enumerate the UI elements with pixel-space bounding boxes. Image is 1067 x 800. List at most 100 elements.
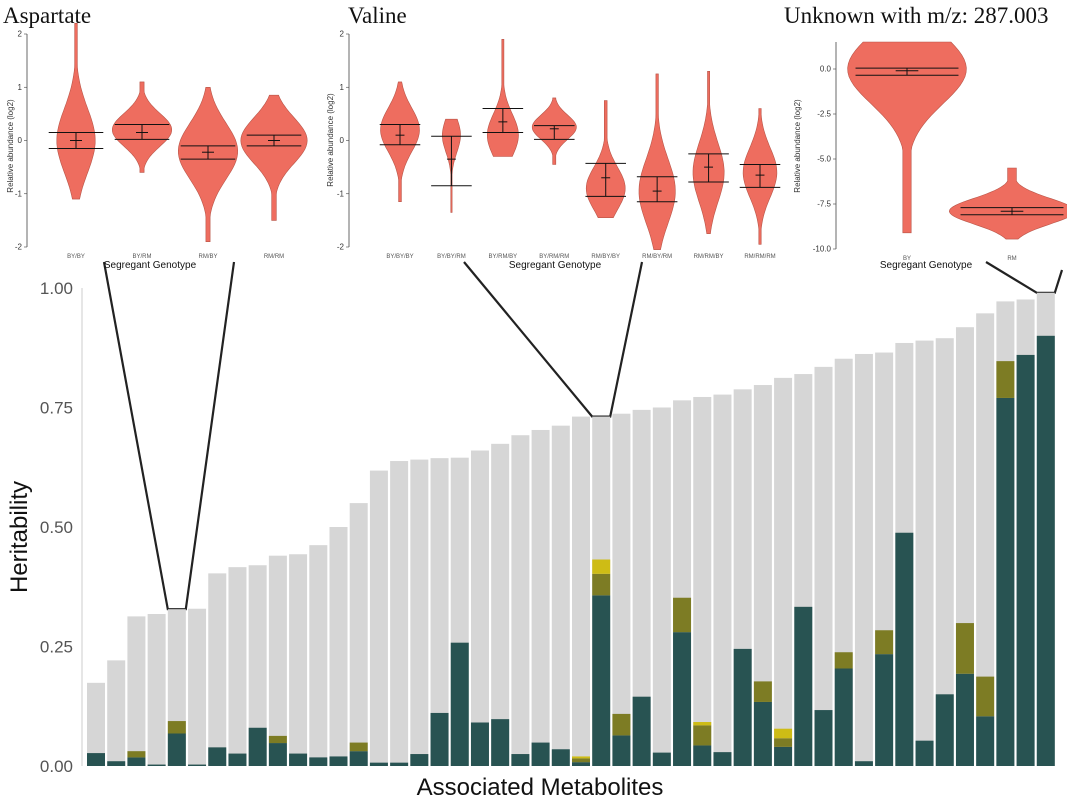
connector-line-1 <box>102 261 236 611</box>
dark-segment <box>531 742 550 766</box>
y-tick-label: 1.00 <box>40 279 73 298</box>
violin-5: RM/BY/BY <box>585 100 626 260</box>
violins-group: -10.0 -7.5 -5.0 -2.5 0.0 BY RM <box>813 41 1067 262</box>
category-label: RM/RM <box>264 254 284 260</box>
violin-shape <box>56 23 96 200</box>
dark-segment <box>430 712 449 766</box>
violin-shape <box>638 73 676 250</box>
unknown-violin-panel: Unknown with m/z: 287.003 Relative abund… <box>784 3 1067 271</box>
dark-segment <box>511 754 530 766</box>
total-bar <box>612 413 631 766</box>
dark-segment <box>450 642 469 766</box>
violin-3: RM/BY <box>177 87 239 260</box>
violin-shape <box>177 87 239 242</box>
total-bar <box>208 573 227 766</box>
bar-42 <box>915 340 934 766</box>
dark-segment <box>935 694 954 766</box>
olive-segment <box>976 676 995 717</box>
dark-segment <box>228 753 247 766</box>
category-label: BY/RM/RM <box>539 254 569 260</box>
panel-x-label: Segregant Genotype <box>104 260 197 271</box>
bar-27 <box>612 413 631 766</box>
panel-y-tick-label: -5.0 <box>817 155 831 164</box>
bar-9 <box>248 565 267 766</box>
bar-38 <box>834 358 853 766</box>
dark-segment <box>127 757 146 766</box>
panel-y-tick-label: -2.5 <box>817 110 831 119</box>
yellow-segment <box>572 756 591 759</box>
dark-segment <box>713 752 732 766</box>
y-tick-label: 0.00 <box>40 757 73 776</box>
olive-segment <box>753 681 772 702</box>
dark-segment <box>1016 354 1035 766</box>
dark-segment <box>733 648 752 766</box>
dark-segment <box>309 757 328 766</box>
panel-y-tick-label: 1 <box>340 83 345 92</box>
dark-segment <box>854 761 873 766</box>
olive-segment <box>834 652 853 669</box>
bar-43 <box>935 338 954 766</box>
dark-segment <box>369 762 388 766</box>
dark-segment <box>551 749 570 766</box>
violins-group: -2 -1 0 1 2 BY/BY BY/RM RM/BY RM/RM <box>15 23 308 260</box>
bar-35 <box>774 377 793 766</box>
violin-3: BY/RM/BY <box>482 39 524 260</box>
category-label: BY/BY/BY <box>386 254 413 260</box>
violin-6: RM/BY/RM <box>636 73 678 260</box>
bar-17 <box>410 459 429 766</box>
olive-segment <box>349 742 368 752</box>
violin-shape <box>486 39 519 157</box>
panel-y-label: Relative abundance (log2) <box>793 99 802 193</box>
total-bar <box>854 353 873 766</box>
dark-segment <box>592 595 611 766</box>
category-label: BY/RM/BY <box>489 254 518 260</box>
connector-line-3 <box>985 261 1064 294</box>
category-label: RM/BY/RM <box>642 254 672 260</box>
dark-segment <box>875 654 894 766</box>
dark-segment <box>1036 335 1055 766</box>
bar-29 <box>652 407 671 766</box>
olive-segment <box>572 758 591 763</box>
olive-segment <box>996 361 1015 398</box>
panel-y-tick-label: -1 <box>15 189 23 198</box>
dark-segment <box>470 722 489 766</box>
bar-10 <box>268 555 287 766</box>
olive-segment <box>875 630 894 655</box>
panel-y-tick-label: 0.0 <box>820 65 832 74</box>
dark-segment <box>632 696 651 766</box>
dark-segment <box>349 751 368 766</box>
dark-segment <box>996 397 1015 766</box>
x-axis-label: Associated Metabolites <box>417 774 664 800</box>
violin-4: BY/RM/RM <box>531 97 577 260</box>
panel-y-label: Relative abundance (log2) <box>326 93 335 187</box>
violin-2: BY/BY/RM <box>431 118 472 260</box>
olive-segment <box>167 721 186 734</box>
violins-group: -2 -1 0 1 2 BY/BY/BY BY/BY/RM BY/RM/BY BY/RM/RM R… <box>337 30 781 260</box>
bar-44 <box>955 327 974 766</box>
category-label: BY/BY/RM <box>437 254 466 260</box>
bar-33 <box>733 389 752 766</box>
bar-40 <box>875 352 894 766</box>
bar-46 <box>996 301 1015 766</box>
bar-22 <box>511 435 530 766</box>
bar-19 <box>450 457 469 766</box>
dark-segment <box>167 733 186 766</box>
bar-1 <box>87 682 106 766</box>
y-tick-label: 0.75 <box>40 399 73 418</box>
violin-1: BY/BY/BY <box>379 81 421 260</box>
olive-segment <box>127 751 146 758</box>
bar-36 <box>794 374 813 766</box>
total-bar <box>329 527 348 766</box>
dark-segment <box>390 762 409 766</box>
bar-5 <box>167 609 186 766</box>
bar-4 <box>147 613 166 766</box>
total-bar <box>147 613 166 766</box>
total-bar <box>814 366 833 766</box>
heritability-bar-chart: 0.00 0.25 0.50 0.75 1.00 Associated Metaboli… <box>6 279 1055 800</box>
bar-12 <box>309 545 328 766</box>
panel-y-tick-label: 0 <box>18 136 23 145</box>
violin-1: BY/BY <box>48 23 104 260</box>
total-bar <box>390 461 409 766</box>
bar-41 <box>895 342 914 766</box>
